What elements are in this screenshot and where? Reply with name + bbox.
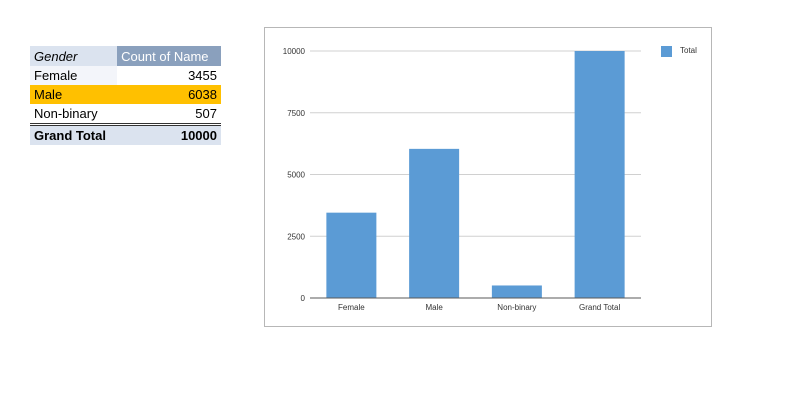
- pivot-table: Gender Count of Name Female 3455 Male 60…: [30, 46, 221, 145]
- legend-label: Total: [680, 46, 697, 55]
- chart-container[interactable]: 0 2500 5000 7500 10000 Female Male Non-binary Gr…: [264, 27, 712, 327]
- pivot-row-label[interactable]: Male: [30, 85, 118, 104]
- pivot-header-gender[interactable]: Gender: [30, 46, 118, 66]
- pivot-row-value[interactable]: 507: [195, 106, 217, 121]
- pivot-row-selected: Male 6038: [30, 85, 221, 104]
- bar: [574, 51, 625, 298]
- pivot-total-label[interactable]: Grand Total: [30, 123, 118, 145]
- pivot-total-value[interactable]: 10000: [117, 123, 221, 145]
- y-tick-label: 7500: [287, 109, 305, 118]
- x-tick-label: Non-binary: [497, 303, 536, 312]
- pivot-header-row: Gender Count of Name: [30, 46, 221, 66]
- y-tick-label: 5000: [287, 171, 305, 180]
- bar: [326, 212, 377, 298]
- pivot-row-value[interactable]: 6038: [117, 85, 221, 104]
- bar-chart[interactable]: 0 2500 5000 7500 10000 Female Male Non-binary Gr…: [265, 28, 711, 326]
- x-tick-label: Male: [425, 303, 443, 312]
- pivot-row: Non-binary 507: [30, 104, 221, 125]
- x-tick-label: Grand Total: [579, 303, 620, 312]
- y-tick-label: 2500: [287, 232, 305, 241]
- bar: [409, 148, 460, 298]
- y-tick-label: 0: [301, 294, 306, 303]
- y-tick-label: 10000: [283, 47, 306, 56]
- x-tick-label: Female: [338, 303, 365, 312]
- bar: [491, 285, 542, 298]
- pivot-row-label[interactable]: Non-binary: [34, 106, 98, 121]
- pivot-header-count[interactable]: Count of Name: [117, 46, 221, 66]
- pivot-total-row: Grand Total 10000: [30, 123, 221, 145]
- pivot-row-value[interactable]: 3455: [188, 68, 217, 83]
- legend-swatch: [661, 46, 672, 57]
- pivot-row-label[interactable]: Female: [30, 66, 118, 85]
- pivot-row: Female 3455: [30, 66, 221, 85]
